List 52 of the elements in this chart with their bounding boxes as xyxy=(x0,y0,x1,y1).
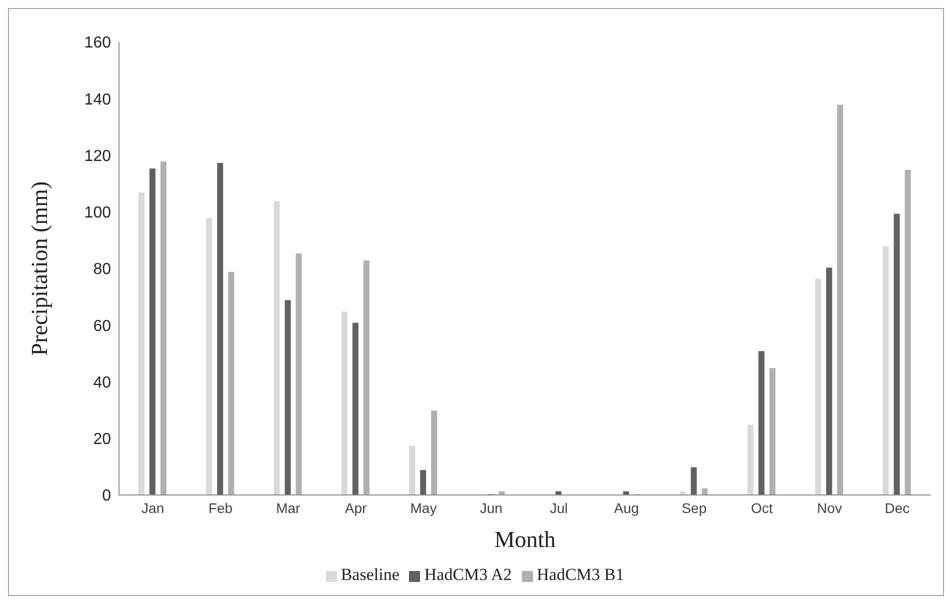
bar xyxy=(351,322,360,495)
y-tick-label: 120 xyxy=(84,148,112,165)
y-tick-label: 160 xyxy=(84,34,112,52)
x-tick-label: Feb xyxy=(208,500,233,516)
x-tick-label: Sep xyxy=(682,500,707,516)
y-tick-label: 100 xyxy=(84,204,112,222)
y-tick-label: 40 xyxy=(93,374,112,392)
x-tick-label: Mar xyxy=(276,500,301,516)
bar xyxy=(768,367,776,495)
y-tick-label: 140 xyxy=(84,91,112,108)
bar xyxy=(272,200,281,495)
bar xyxy=(757,350,766,495)
bar xyxy=(227,270,236,495)
bar xyxy=(746,424,754,495)
bar xyxy=(148,167,156,495)
x-axis-title: Month xyxy=(494,527,556,552)
bar xyxy=(814,278,822,495)
bar xyxy=(419,469,428,495)
x-tick-label: Nov xyxy=(817,500,842,516)
bar xyxy=(700,487,709,495)
x-tick-label: Jul xyxy=(550,500,568,516)
bar xyxy=(137,192,146,495)
bar xyxy=(284,299,292,495)
legend-label: Baseline xyxy=(340,565,400,584)
bar xyxy=(430,410,438,495)
y-tick-label: 60 xyxy=(93,318,112,335)
y-tick-label: 0 xyxy=(102,488,112,505)
bar xyxy=(294,252,303,495)
legend-label: HadCM3 A2 xyxy=(424,565,512,584)
y-axis-title: Precipitation (mm) xyxy=(27,181,52,356)
x-tick-label: Jan xyxy=(142,500,164,516)
x-tick-label: Oct xyxy=(750,500,773,516)
x-tick-label: Dec xyxy=(884,500,910,516)
bar xyxy=(340,310,348,495)
bar xyxy=(825,266,834,495)
bar xyxy=(216,162,224,495)
y-tick-label: 20 xyxy=(93,431,112,448)
bar xyxy=(159,160,168,495)
legend-label: HadCM3 B1 xyxy=(536,565,624,584)
bar xyxy=(882,245,890,495)
bar xyxy=(836,104,844,495)
bar xyxy=(904,168,912,495)
bar xyxy=(892,212,901,495)
bar xyxy=(205,217,214,495)
x-tick-label: Aug xyxy=(614,500,639,516)
x-tick-label: Jun xyxy=(480,500,502,516)
bar xyxy=(362,260,370,495)
y-tick-label: 80 xyxy=(93,261,112,278)
x-tick-label: Apr xyxy=(344,500,368,516)
bar xyxy=(408,444,416,495)
x-tick-label: May xyxy=(410,500,437,516)
bar xyxy=(690,466,698,495)
